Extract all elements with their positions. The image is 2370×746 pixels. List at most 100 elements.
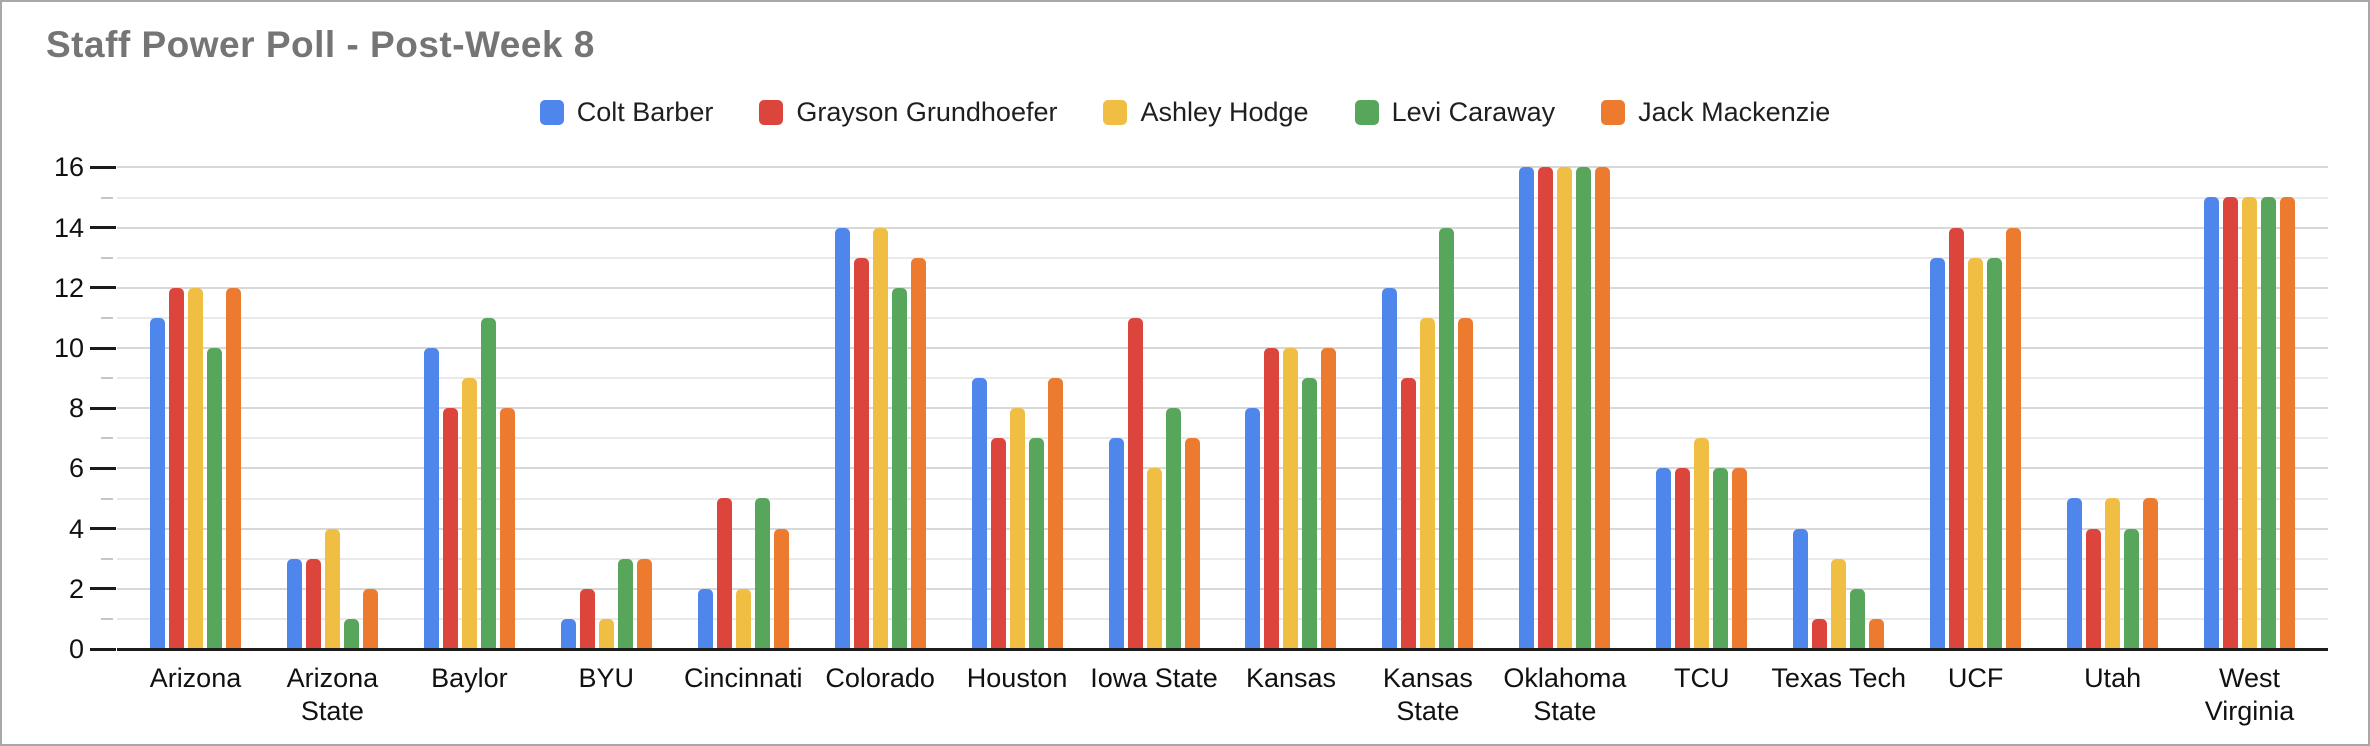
y-axis-major-tick xyxy=(90,286,116,290)
bar[interactable] xyxy=(617,558,633,649)
bar[interactable] xyxy=(362,588,378,649)
bar[interactable] xyxy=(1793,528,1809,649)
legend-item-grayson-grundhoefer[interactable]: Grayson Grundhoefer xyxy=(759,97,1057,128)
bar[interactable] xyxy=(1557,167,1573,649)
bar[interactable] xyxy=(1245,408,1261,649)
x-axis-label: Texas Tech xyxy=(1771,663,1906,693)
bar[interactable] xyxy=(1283,347,1299,649)
bar[interactable] xyxy=(168,287,184,649)
bar[interactable] xyxy=(1420,317,1436,649)
bar[interactable] xyxy=(1519,167,1535,649)
legend-item-jack-mackenzie[interactable]: Jack Mackenzie xyxy=(1601,97,1830,128)
bar[interactable] xyxy=(2261,197,2277,649)
bar[interactable] xyxy=(1047,378,1063,649)
bar[interactable] xyxy=(2204,197,2220,649)
bar[interactable] xyxy=(773,528,789,649)
legend-item-colt-barber[interactable]: Colt Barber xyxy=(539,97,713,128)
bar[interactable] xyxy=(735,588,751,649)
bar[interactable] xyxy=(2105,498,2121,649)
bar[interactable] xyxy=(149,317,165,649)
minor-gridline xyxy=(117,617,2328,620)
bar[interactable] xyxy=(1382,287,1398,649)
legend-item-ashley-hodge[interactable]: Ashley Hodge xyxy=(1103,97,1309,128)
bar[interactable] xyxy=(834,227,850,649)
legend-swatch-icon xyxy=(759,99,784,125)
bar[interactable] xyxy=(579,588,595,649)
bar[interactable] xyxy=(1732,468,1748,649)
bar[interactable] xyxy=(853,257,869,649)
major-gridline xyxy=(117,407,2328,410)
bar[interactable] xyxy=(697,588,713,649)
bar-group-iowa-state xyxy=(1084,167,1224,649)
bar[interactable] xyxy=(2006,227,2022,649)
bar[interactable] xyxy=(2280,197,2296,649)
y-axis-tick-label: 16 xyxy=(53,152,84,183)
x-axis-label: Cincinnati xyxy=(683,663,803,693)
bar[interactable] xyxy=(1675,468,1691,649)
bar[interactable] xyxy=(1595,167,1611,649)
bar[interactable] xyxy=(1302,378,1318,649)
bar[interactable] xyxy=(1264,347,1280,649)
bar[interactable] xyxy=(971,378,987,649)
bar[interactable] xyxy=(598,618,614,649)
bar[interactable] xyxy=(1987,257,2003,649)
bar[interactable] xyxy=(2242,197,2258,649)
bar[interactable] xyxy=(891,287,907,649)
bar[interactable] xyxy=(2223,197,2239,649)
bar[interactable] xyxy=(1165,408,1181,649)
y-axis-major-tick xyxy=(90,466,116,470)
bar[interactable] xyxy=(1028,438,1044,649)
bar[interactable] xyxy=(1656,468,1672,649)
bar[interactable] xyxy=(2067,498,2083,649)
bar[interactable] xyxy=(2124,528,2140,649)
bar[interactable] xyxy=(990,438,1006,649)
bar[interactable] xyxy=(1869,618,1885,649)
bar[interactable] xyxy=(1321,347,1337,649)
bar[interactable] xyxy=(636,558,652,649)
bar[interactable] xyxy=(1812,618,1828,649)
bar[interactable] xyxy=(480,317,496,649)
bar[interactable] xyxy=(560,618,576,649)
legend-item-levi-caraway[interactable]: Levi Caraway xyxy=(1354,97,1555,128)
bar[interactable] xyxy=(461,378,477,649)
bar[interactable] xyxy=(1146,468,1162,649)
bar[interactable] xyxy=(716,498,732,649)
minor-gridline xyxy=(117,196,2328,199)
bar[interactable] xyxy=(1439,227,1455,649)
bar-group-kansas-state xyxy=(1358,167,1498,649)
bar[interactable] xyxy=(2143,498,2159,649)
y-axis-tick-label: 0 xyxy=(68,634,84,664)
bar[interactable] xyxy=(1401,378,1417,649)
x-axis-line xyxy=(117,647,2328,651)
bar[interactable] xyxy=(499,408,515,649)
bar[interactable] xyxy=(1831,558,1847,649)
bar[interactable] xyxy=(1713,468,1729,649)
bar[interactable] xyxy=(343,618,359,649)
bar[interactable] xyxy=(305,558,321,649)
bar[interactable] xyxy=(423,347,439,649)
bar[interactable] xyxy=(1930,257,1946,649)
bar[interactable] xyxy=(286,558,302,649)
bar[interactable] xyxy=(187,287,203,649)
bar[interactable] xyxy=(324,528,340,649)
bar[interactable] xyxy=(1694,438,1710,649)
x-axis-label: Baylor xyxy=(431,663,508,693)
bar[interactable] xyxy=(442,408,458,649)
bar[interactable] xyxy=(872,227,888,649)
bar[interactable] xyxy=(1576,167,1592,649)
bar[interactable] xyxy=(1949,227,1965,649)
bar[interactable] xyxy=(2086,528,2102,649)
bar[interactable] xyxy=(1009,408,1025,649)
bar[interactable] xyxy=(754,498,770,649)
bar[interactable] xyxy=(1127,317,1143,649)
bar[interactable] xyxy=(1850,588,1866,649)
bar[interactable] xyxy=(206,347,222,649)
bar[interactable] xyxy=(1458,317,1474,649)
bar[interactable] xyxy=(1184,438,1200,649)
bar[interactable] xyxy=(1538,167,1554,649)
bar[interactable] xyxy=(225,287,241,649)
bar[interactable] xyxy=(1968,257,1984,649)
bar[interactable] xyxy=(1108,438,1124,649)
bar[interactable] xyxy=(910,257,926,649)
